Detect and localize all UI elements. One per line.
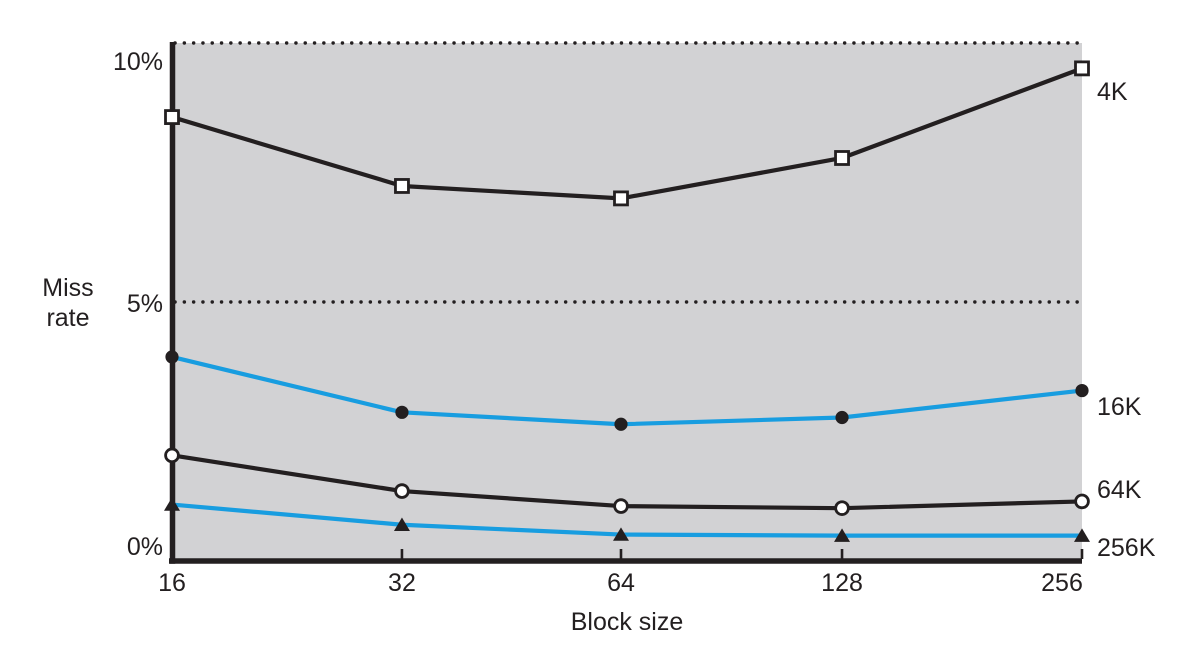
y-tick-label-5: 5% xyxy=(126,290,163,318)
x-tick-label-64: 64 xyxy=(607,569,635,597)
series-label-64K: 64K xyxy=(1097,476,1142,505)
y-tick-label-10: 10% xyxy=(112,48,163,76)
y-axis-title-line-2: rate xyxy=(46,304,90,332)
y-tick-label-0: 0% xyxy=(126,533,163,561)
x-tick-label-32: 32 xyxy=(388,569,416,597)
series-label-16K: 16K xyxy=(1097,392,1142,421)
x-tick-label-16: 16 xyxy=(158,569,186,597)
series-label-4K: 4K xyxy=(1097,78,1128,107)
series-label-256K: 256K xyxy=(1097,533,1156,562)
x-tick-label-128: 128 xyxy=(821,569,863,597)
y-axis-title: Miss rate xyxy=(18,273,118,333)
x-axis-title: Block size xyxy=(570,608,684,636)
x-tick-label-256: 256 xyxy=(1041,569,1083,597)
y-axis-title-line-1: Miss xyxy=(42,274,94,302)
